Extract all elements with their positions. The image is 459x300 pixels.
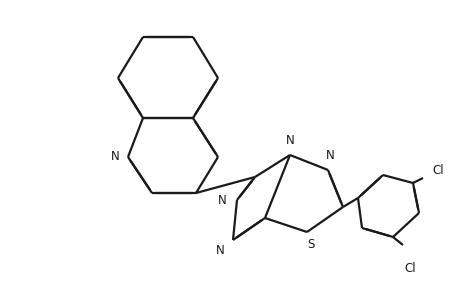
Text: Cl: Cl [403,262,415,275]
Text: N: N [216,244,224,257]
Text: N: N [218,194,226,206]
Text: N: N [111,151,120,164]
Text: S: S [307,238,314,251]
Text: Cl: Cl [431,164,442,176]
Text: N: N [325,149,334,162]
Text: N: N [285,134,294,147]
